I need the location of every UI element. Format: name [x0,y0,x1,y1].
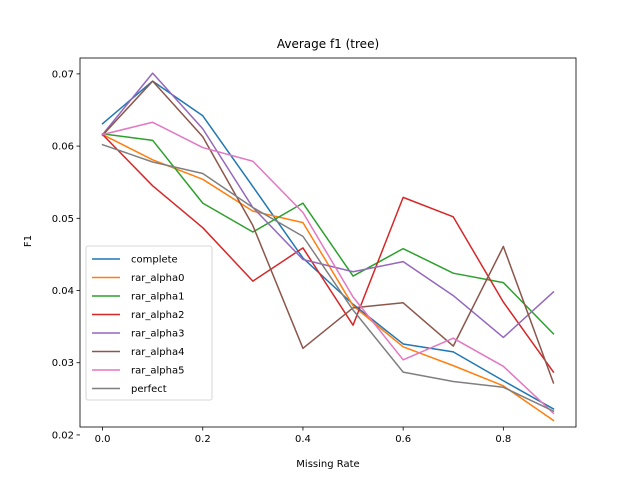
y-tick-label: 0.03 [52,358,74,369]
axes-frame [79,57,577,428]
legend-label-rar_alpha1: rar_alpha1 [131,292,184,303]
y-tick-label: 0.04 [52,286,74,297]
x-tick-label: 0.6 [395,434,411,445]
plot-area [101,72,555,422]
series-line-rar_alpha1 [101,132,555,335]
axes: 0.0 0.2 0.4 0.6 0.8 0.02 0.03 0.04 0.05 0.06 0.07 [52,57,577,445]
series-line-perfect [101,143,555,413]
y-tick-label: 0.02 [52,430,74,441]
legend-label-rar_alpha0: rar_alpha0 [131,273,184,284]
x-axis-label: Missing Rate [296,459,359,470]
legend-box [85,245,213,401]
legend-label-complete: complete [131,255,178,266]
legend-label-perfect: perfect [131,384,167,395]
series-line-rar_alpha4 [101,80,555,384]
y-tick-label: 0.07 [52,69,74,80]
x-tick-label: 0.0 [95,434,111,445]
series-line-rar_alpha2 [101,133,555,374]
y-axis-label: F1 [23,235,34,247]
legend: complete rar_alpha0 rar_alpha1 rar_alpha2ra… [85,245,213,401]
y-tick-label: 0.05 [52,214,74,225]
chart-title: Average f1 (tree) [277,37,379,51]
y-tick-label: 0.06 [52,142,74,153]
legend-label-rar_alpha3: rar_alpha3 [131,329,184,340]
legend-label-rar_alpha2: rar_alpha2 [131,310,184,321]
series-lines [101,72,555,422]
series-line-rar_alpha5 [101,121,555,415]
legend-label-rar_alpha4: rar_alpha4 [131,347,184,358]
series-line-rar_alpha0 [101,133,555,422]
x-tick-label: 0.4 [295,434,311,445]
legend-label-rar_alpha5: rar_alpha5 [131,366,184,377]
x-tick-label: 0.2 [195,434,211,445]
x-tick-label: 0.8 [495,434,511,445]
series-line-rar_alpha3 [101,72,555,339]
series-line-complete [101,80,555,410]
